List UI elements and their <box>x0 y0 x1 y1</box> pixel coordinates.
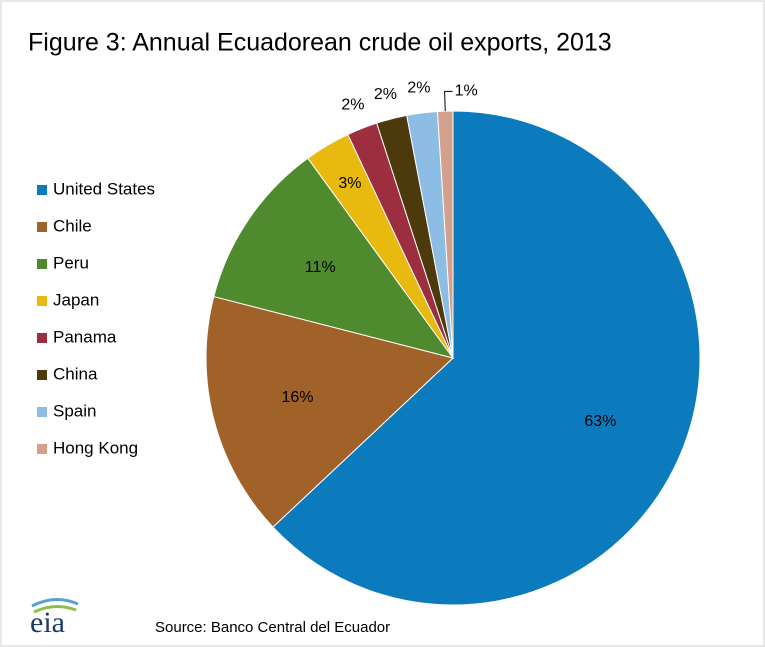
leader-line <box>444 90 453 112</box>
legend-swatch <box>37 444 47 454</box>
legend-swatch <box>37 222 47 232</box>
data-label: 2% <box>341 97 364 114</box>
data-label: 16% <box>281 389 313 406</box>
legend-swatch <box>37 259 47 269</box>
pie-slice <box>213 157 455 359</box>
legend-label: Hong Kong <box>53 438 138 457</box>
legend-swatch <box>37 185 47 195</box>
legend-label: Spain <box>53 401 96 420</box>
pie-slice <box>272 110 701 606</box>
legend-label: United States <box>53 179 155 198</box>
pie-slice <box>205 295 455 528</box>
data-label: 2% <box>374 86 397 103</box>
legend-label: China <box>53 364 98 383</box>
legend-label: Chile <box>53 216 92 235</box>
legend-swatch <box>37 296 47 306</box>
legend-swatch <box>37 370 47 380</box>
legend-swatch <box>37 407 47 417</box>
chart-title: Figure 3: Annual Ecuadorean crude oil ex… <box>28 29 612 57</box>
legend-label: Peru <box>53 253 89 272</box>
data-label: 11% <box>305 259 336 276</box>
logo-swoosh <box>33 605 77 614</box>
legend-label: Japan <box>53 290 99 309</box>
data-label: 2% <box>407 80 430 97</box>
data-label: 63% <box>584 413 616 430</box>
legend-swatch <box>37 333 47 343</box>
source: Source: Banco Central del Ecuador <box>155 619 390 636</box>
logo-swoosh <box>31 598 79 608</box>
data-label: 1% <box>455 83 478 100</box>
data-label: 3% <box>338 175 361 192</box>
legend-label: Panama <box>53 327 117 346</box>
